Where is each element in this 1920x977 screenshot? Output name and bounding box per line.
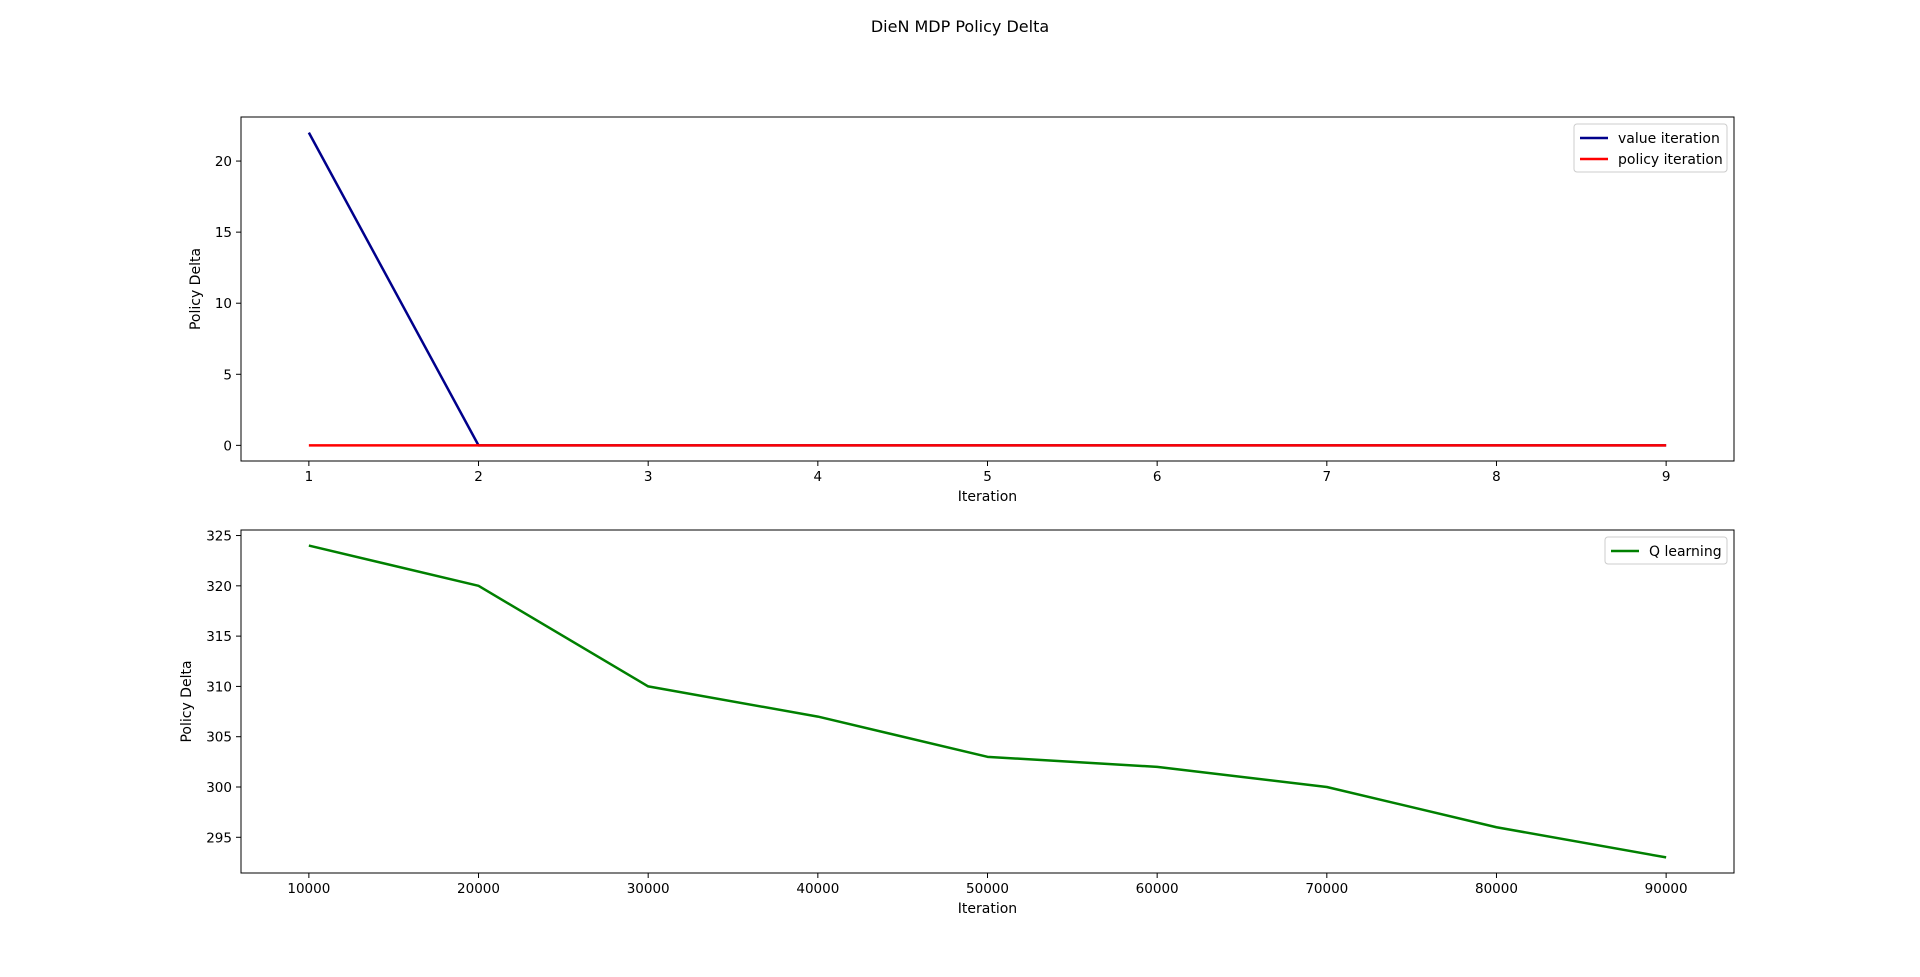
legend-box — [1604, 536, 1728, 565]
x-tick-label: 5 — [983, 469, 992, 485]
x-tick-label: 90000 — [1645, 881, 1688, 897]
y-tick-label: 300 — [206, 780, 232, 796]
y-tick-label: 5 — [223, 367, 232, 383]
y-tick-label: 325 — [206, 529, 232, 545]
x-tick-label: 9 — [1662, 469, 1671, 485]
x-tick-label: 20000 — [457, 881, 500, 897]
x-tick-label: 3 — [644, 469, 653, 485]
legend-label: policy iteration — [1618, 152, 1723, 168]
x-tick-label: 4 — [814, 469, 823, 485]
x-tick-label: 80000 — [1475, 881, 1518, 897]
x-tick-label: 7 — [1323, 469, 1332, 485]
x-tick-label: 60000 — [1136, 881, 1179, 897]
x-tick-label: 1 — [305, 469, 314, 485]
x-tick-label: 6 — [1153, 469, 1162, 485]
x-tick-label: 40000 — [796, 881, 839, 897]
legend-box — [1573, 123, 1728, 173]
legend: Q learning — [1604, 536, 1728, 565]
y-tick-label: 305 — [206, 730, 232, 746]
y-axis-label: Policy Delta — [188, 248, 204, 330]
series-line-q-learning — [308, 544, 1667, 859]
y-tick-label: 310 — [206, 679, 232, 695]
y-tick-label: 20 — [215, 154, 232, 170]
x-tick-label: 10000 — [287, 881, 330, 897]
x-tick-label: 50000 — [966, 881, 1009, 897]
top-subplot: 1 2 3 4 5 6 7 8 9 0 5 10 15 20 Iteration Policy Delta va… — [188, 116, 1735, 505]
y-tick-label: 320 — [206, 579, 232, 595]
y-tick-label: 295 — [206, 830, 232, 846]
x-tick-label: 8 — [1492, 469, 1501, 485]
figure-title: DieN MDP Policy Delta — [871, 17, 1049, 36]
y-tick-label: 15 — [215, 225, 232, 241]
x-tick-label: 70000 — [1305, 881, 1348, 897]
x-axis-label: Iteration — [958, 489, 1017, 505]
y-tick-label: 10 — [215, 296, 232, 312]
legend-label: value iteration — [1618, 131, 1720, 147]
legend-label: Q learning — [1649, 544, 1722, 560]
x-axis-label: Iteration — [958, 901, 1017, 917]
y-axis-label: Policy Delta — [179, 660, 195, 742]
x-tick-label: 30000 — [627, 881, 670, 897]
x-tick-label: 2 — [474, 469, 483, 485]
y-tick-label: 315 — [206, 629, 232, 645]
bottom-subplot: 10000 20000 30000 40000 50000 60000 70000 80000… — [179, 529, 1735, 917]
y-tick-label: 0 — [223, 438, 232, 454]
legend: value iteration policy iteration — [1573, 123, 1728, 173]
